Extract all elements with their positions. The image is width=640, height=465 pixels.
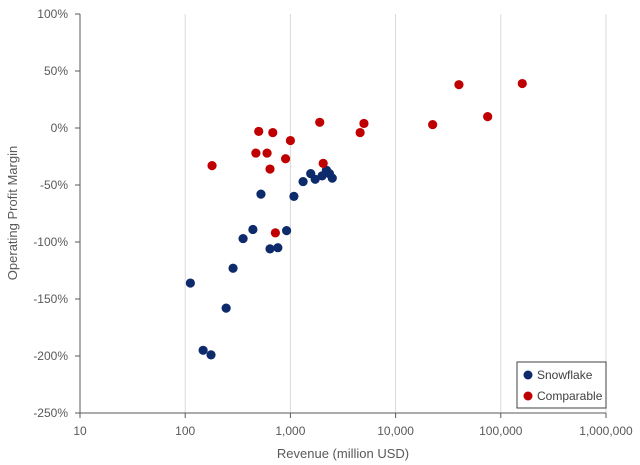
- point-snowflake: [289, 191, 299, 201]
- y-tick-label: -100%: [33, 235, 68, 249]
- x-tick-label: 1,000,000: [579, 424, 633, 438]
- point-snowflake: [281, 226, 292, 236]
- point-comparable: [454, 80, 464, 90]
- point-comparable: [483, 112, 493, 122]
- point-snowflake: [256, 189, 266, 199]
- point-comparable: [268, 127, 278, 138]
- x-tick-label: 100: [175, 424, 195, 438]
- legend-label-snowflake: Snowflake: [537, 368, 593, 382]
- point-comparable: [428, 119, 438, 130]
- point-snowflake: [273, 243, 283, 253]
- y-tick-label: -250%: [33, 406, 68, 420]
- y-tick-label: -150%: [33, 292, 68, 306]
- point-snowflake: [185, 278, 195, 288]
- point-comparable: [318, 158, 328, 168]
- point-snowflake: [327, 173, 337, 183]
- point-snowflake: [310, 174, 320, 184]
- point-comparable: [262, 148, 272, 158]
- x-tick-labels: 10 100 1,000 10,000 100,000 1,000,000: [73, 424, 633, 438]
- point-comparable: [270, 228, 280, 238]
- y-tick-label: 0%: [51, 121, 69, 135]
- point-comparable: [517, 78, 527, 89]
- vertical-gridlines: [184, 14, 607, 413]
- point-comparable: [207, 161, 217, 171]
- point-snowflake: [238, 233, 248, 244]
- legend: Snowflake Comparable: [516, 361, 607, 409]
- point-comparable: [315, 117, 325, 127]
- point-comparable: [280, 154, 291, 164]
- point-snowflake: [265, 244, 275, 254]
- point-snowflake: [198, 345, 208, 355]
- point-comparable: [254, 126, 264, 137]
- point-comparable: [355, 127, 365, 138]
- x-tick-label: 1,000: [275, 424, 305, 438]
- point-comparable: [285, 135, 295, 146]
- x-tick-label: 10,000: [377, 424, 414, 438]
- legend-marker-comparable: [523, 391, 533, 401]
- point-comparable: [265, 164, 275, 174]
- data-points: [185, 78, 527, 360]
- legend-label-comparable: Comparable: [537, 389, 603, 403]
- y-tick-label: 50%: [44, 64, 68, 78]
- y-axis-title: Operating Profit Margin: [5, 146, 20, 280]
- point-snowflake: [228, 263, 238, 273]
- point-comparable: [251, 148, 261, 158]
- y-tick-label: 100%: [37, 7, 68, 21]
- x-tick-label: 10: [73, 424, 87, 438]
- axes: [75, 13, 607, 418]
- point-snowflake: [298, 176, 308, 187]
- legend-box: [516, 361, 607, 409]
- x-axis-title: Revenue (million USD): [277, 446, 409, 461]
- point-snowflake: [248, 224, 258, 235]
- legend-marker-snowflake: [523, 370, 533, 380]
- y-tick-label: -50%: [40, 178, 68, 192]
- x-tick-label: 100,000: [479, 424, 523, 438]
- point-comparable: [359, 118, 369, 129]
- point-snowflake: [221, 303, 231, 313]
- y-tick-labels: 100% 50% 0% -50% -100% -150% -200% -250%: [33, 7, 68, 420]
- y-tick-label: -200%: [33, 349, 68, 363]
- point-snowflake: [206, 350, 216, 360]
